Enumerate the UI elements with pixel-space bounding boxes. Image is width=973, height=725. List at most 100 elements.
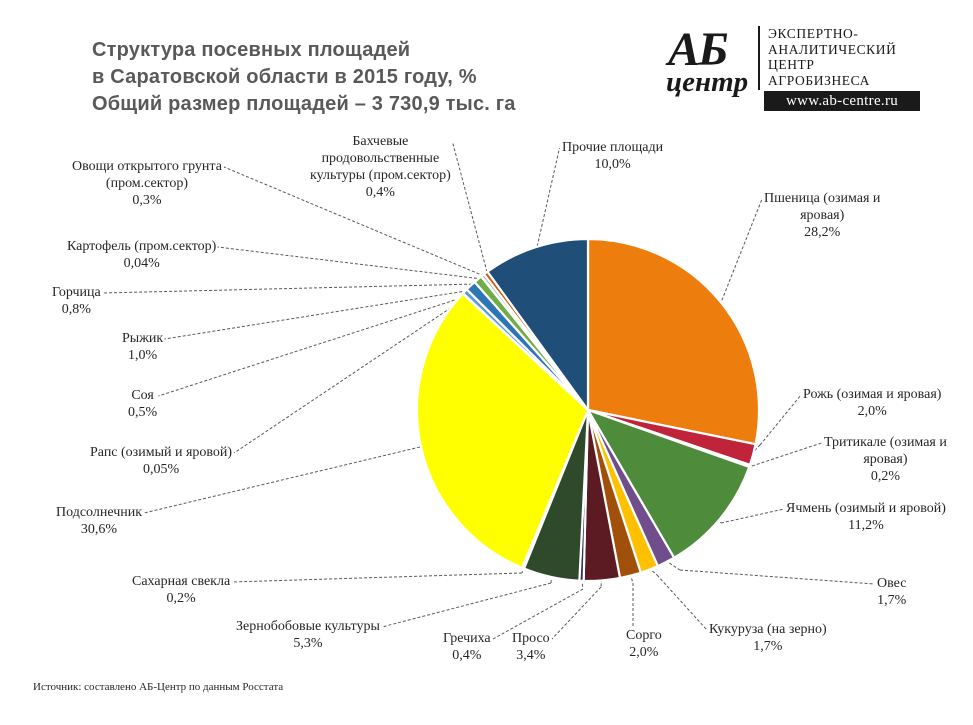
- chart-title-line-2: в Саратовской области в 2015 году, %: [92, 66, 477, 88]
- pie-label-text: Просо: [512, 631, 550, 646]
- logo-mark-bottom: центр: [666, 66, 749, 98]
- pie-label: Картофель (пром.сектор) 0,04%: [67, 238, 216, 272]
- pie-label-value: 1,7%: [877, 593, 907, 608]
- pie-label: Кукуруза (на зерно) 1,7%: [709, 621, 827, 655]
- pie-label-text: Сорго: [626, 628, 662, 643]
- pie-label-value: 30,6%: [80, 522, 118, 537]
- pie-label: Гречиха 0,4%: [443, 630, 491, 664]
- pie-label-value: 0,2%: [870, 469, 900, 484]
- pie-label-text: Подсолнечник: [56, 505, 143, 520]
- leader-line-tail: [223, 166, 485, 277]
- pie-label-text: Прочие площади: [562, 140, 664, 155]
- pie-label-text: Рапс (озимый и яровой): [90, 445, 233, 460]
- pie-label-text: Зернобобовые культуры: [236, 619, 380, 634]
- pie-label-text: Горчица: [52, 285, 101, 300]
- pie-slice: [586, 237, 761, 446]
- pie-label: Овощи открытого грунта (пром.сектор) 0,3%: [72, 158, 222, 209]
- pie-label-text: Рожь (озимая и яровая): [803, 387, 942, 402]
- pie-label-text: Пшеница (озимая и: [764, 191, 881, 206]
- pie-slice: [415, 292, 590, 570]
- pie-label: Бахчевые продовольственные культуры (пром.…: [310, 133, 451, 201]
- pie-label-text: культуры (пром.сектор): [310, 168, 451, 183]
- pie-label-value: 11,2%: [848, 518, 884, 533]
- pie-label-value: 0,05%: [142, 462, 180, 477]
- leader-line-tail: [720, 508, 785, 524]
- pie-label: Прочие площади 10,0%: [562, 139, 663, 173]
- pie-label-text: Сахарная свекла: [132, 574, 231, 589]
- leader-line-tail: [551, 586, 602, 640]
- pie-label-text: Гречиха: [443, 631, 491, 646]
- pie-slice: [585, 407, 751, 560]
- leader-line-tail: [231, 572, 523, 583]
- pie-label-text: Бахчевые: [352, 134, 409, 149]
- pie-label-text: яровая): [800, 208, 845, 223]
- leader-line-tail: [534, 147, 560, 257]
- pie-label: Рожь (озимая и яровая) 2,0%: [803, 386, 941, 420]
- pie-label-text: Ячмень (озимый и яровой): [786, 501, 946, 516]
- pie-label-text: Кукуруза (на зерно): [709, 622, 827, 637]
- pie-label-value: 0,8%: [61, 302, 91, 317]
- pie-label: Сахарная свекла 0,2%: [132, 573, 230, 607]
- pie-label: Пшеница (озимая и яровая) 28,2%: [764, 190, 880, 241]
- leader-line-tail: [233, 304, 456, 454]
- pie-label-text: Овес: [877, 576, 907, 591]
- leader-line-tail: [217, 246, 483, 280]
- pie-label-value: 0,3%: [132, 193, 162, 208]
- pie-label-text: Овощи открытого грунта: [72, 159, 222, 174]
- leader-line-tail: [679, 569, 875, 585]
- pie-label-text: Картофель (пром.сектор): [67, 239, 217, 254]
- pie-label-value: 0,4%: [365, 185, 395, 200]
- logo-text-line-1: ЭКСПЕРТНО-: [768, 26, 859, 41]
- leader-line-tail: [656, 574, 708, 631]
- source-note: Источник: составлено АБ-Центр по данным …: [33, 681, 284, 693]
- pie-label-value: 0,2%: [166, 591, 196, 606]
- pie-label: Тритикале (озимая и яровая) 0,2%: [824, 434, 947, 485]
- logo-mark: АБ центр: [664, 23, 749, 98]
- leader-line-tail: [751, 442, 822, 467]
- pie-label-text: продовольственные: [321, 151, 440, 166]
- leader-line-tail: [719, 198, 763, 306]
- pie-label-value: 0,4%: [452, 648, 482, 663]
- pie-label-value: 2,0%: [629, 645, 659, 660]
- logo-text-line-4: АГРОБИЗНЕСА: [768, 72, 870, 88]
- ab-centre-logo: АБ центр ЭКСПЕРТНО- АНАЛИТИЧЕСКИЙ ЦЕНТР …: [660, 23, 920, 114]
- pie-label-value: 5,3%: [293, 636, 323, 651]
- pie-label: Рыжик 1,0%: [122, 330, 163, 364]
- pie-label-value: 3,4%: [516, 648, 546, 663]
- leader-line-tail: [759, 394, 802, 446]
- pie-label-text: яровая): [863, 452, 908, 467]
- pie-slice: [485, 237, 590, 414]
- leader-line-tail: [102, 283, 478, 294]
- logo-text-line-2: АНАЛИТИЧЕСКИЙ: [768, 41, 897, 57]
- pie-label: Сорго 2,0%: [626, 627, 662, 661]
- logo-url: www.ab-centre.ru: [764, 91, 920, 111]
- logo-text-line-3: ЦЕНТР: [768, 57, 815, 72]
- leader-line-tail: [143, 446, 421, 514]
- pie-label-value: 10,0%: [594, 157, 631, 172]
- leader-line-tail: [492, 588, 584, 640]
- logo-divider: [758, 26, 760, 90]
- pie-label-text: (пром.сектор): [105, 176, 188, 191]
- leader-line-tail: [452, 141, 488, 273]
- pie-label: Горчица 0,8%: [52, 284, 101, 318]
- pie-label: Подсолнечник 30,6%: [56, 504, 142, 538]
- pie-label: Просо 3,4%: [512, 630, 550, 664]
- chart-title: Структура посевных площадей в Саратовско…: [92, 37, 516, 118]
- leader-line-tail: [164, 289, 473, 340]
- pie-label-text: Соя: [131, 388, 154, 403]
- pie-label-value: 28,2%: [804, 225, 841, 240]
- chart-title-line-3: Общий размер площадей – 3 730,9 тыс. га: [92, 93, 516, 115]
- logo-mark-top: АБ: [668, 23, 728, 76]
- leader-line-tail: [381, 582, 552, 628]
- pie-label: Соя 0,5%: [128, 387, 157, 421]
- pie-label-value: 0,5%: [128, 405, 158, 420]
- pie-label-value: 2,0%: [857, 404, 887, 419]
- pie-label: Рапс (озимый и яровой) 0,05%: [90, 444, 232, 478]
- pie-label: Зернобобовые культуры 5,3%: [236, 618, 380, 652]
- pie-label-value: 1,7%: [753, 639, 783, 654]
- logo-text: ЭКСПЕРТНО- АНАЛИТИЧЕСКИЙ ЦЕНТР АГРОБИЗНЕ…: [768, 26, 896, 88]
- pie-label-value: 0,04%: [123, 256, 160, 271]
- pie-label: Ячмень (озимый и яровой) 11,2%: [786, 500, 946, 534]
- pie-label: Овес 1,7%: [877, 575, 906, 609]
